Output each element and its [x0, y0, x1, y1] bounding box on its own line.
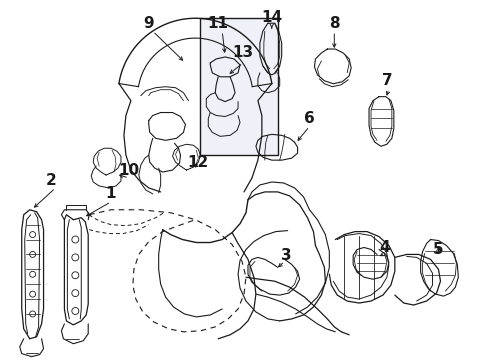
- Text: 3: 3: [281, 248, 291, 263]
- Text: 10: 10: [118, 163, 139, 177]
- Text: 4: 4: [379, 240, 389, 255]
- Text: 13: 13: [232, 45, 253, 60]
- Text: 2: 2: [46, 172, 57, 188]
- Text: 6: 6: [304, 111, 314, 126]
- Text: 9: 9: [143, 16, 154, 31]
- Text: 11: 11: [207, 16, 228, 31]
- Text: 1: 1: [105, 186, 116, 201]
- Text: 8: 8: [328, 16, 339, 31]
- Text: 7: 7: [381, 73, 391, 88]
- Text: 5: 5: [432, 242, 443, 257]
- Bar: [200, 18, 277, 155]
- Text: 12: 12: [187, 155, 208, 170]
- Text: 14: 14: [261, 10, 282, 25]
